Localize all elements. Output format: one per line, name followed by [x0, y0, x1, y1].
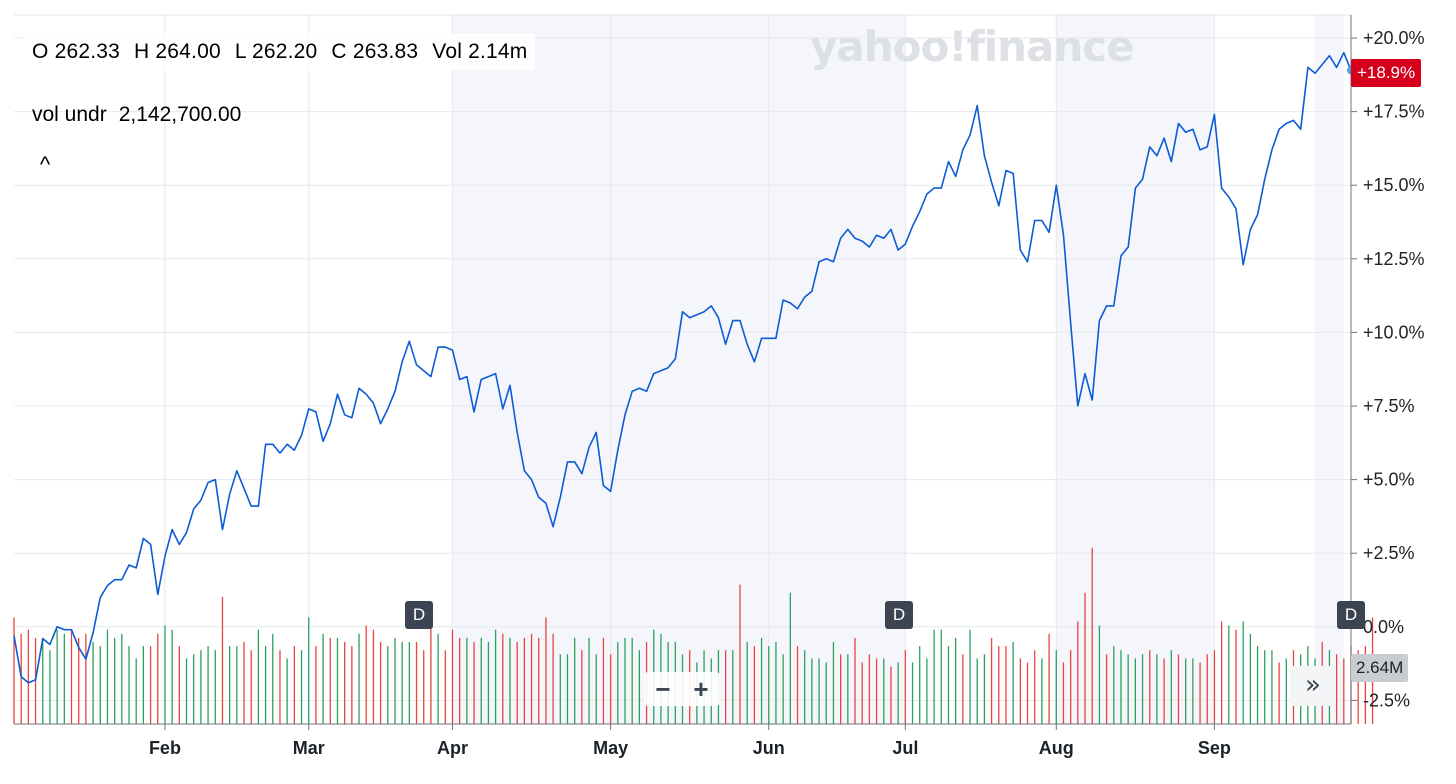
- x-tick-label: Jul: [892, 738, 918, 758]
- x-tick-label: Aug: [1039, 738, 1074, 758]
- y-tick-label: +7.5%: [1363, 396, 1415, 416]
- x-tick-label: Sep: [1198, 738, 1231, 758]
- high-value: H 264.00: [134, 40, 221, 63]
- shaded-regions: [452, 15, 1344, 724]
- dividend-marker[interactable]: D: [405, 601, 433, 629]
- y-tick-label: +20.0%: [1363, 28, 1425, 48]
- y-tick-label: +15.0%: [1363, 175, 1425, 195]
- zoom-in-button[interactable]: +: [693, 673, 709, 704]
- vol-undr-label: vol undr: [32, 103, 107, 126]
- close-value: C 263.83: [331, 40, 419, 63]
- x-tick-label: Feb: [149, 738, 181, 758]
- y-tick-label: +12.5%: [1363, 249, 1425, 269]
- x-tick-label: Jun: [753, 738, 785, 758]
- y-tick-label: 0.0%: [1363, 617, 1404, 637]
- zoom-out-button[interactable]: −: [655, 673, 671, 704]
- low-value: L 262.20: [234, 40, 318, 63]
- last-volume-badge: 2.64M: [1351, 654, 1409, 682]
- expand-chart-icon[interactable]: »: [1290, 666, 1336, 706]
- vol-undr-value: 2,142,700.00: [118, 103, 242, 126]
- y-tick-label: +17.5%: [1363, 102, 1425, 122]
- y-tick-label: +10.0%: [1363, 322, 1425, 342]
- yahoo-finance-watermark: yahoo!finance: [810, 22, 1135, 71]
- x-tick-label: Apr: [437, 738, 468, 758]
- open-value: O 262.33: [32, 40, 120, 63]
- vol-undr-readout: vol undr 2,142,700.00: [32, 103, 241, 127]
- zoom-controls: − +: [644, 672, 720, 706]
- x-tick-label: Mar: [293, 738, 325, 758]
- volume-value: Vol 2.14m: [432, 40, 528, 63]
- x-tick-label: May: [593, 738, 628, 758]
- shaded-region: [452, 15, 906, 724]
- y-tick-label: +5.0%: [1363, 470, 1415, 490]
- collapse-caret-icon[interactable]: ^: [39, 152, 51, 177]
- price-line: [13, 51, 1352, 684]
- y-tick-label: +2.5%: [1363, 543, 1415, 563]
- shaded-region: [1056, 15, 1215, 724]
- dividend-marker[interactable]: D: [1337, 601, 1365, 629]
- y-axis: +20.0% +17.5% +15.0% +12.5% +10.0% +7.5% +5.0%…: [1350, 15, 1425, 724]
- x-axis: Feb Mar Apr May Jun Jul Aug Sep: [14, 723, 1351, 758]
- y-tick-label: -2.5%: [1363, 690, 1410, 710]
- ohlc-readout: O 262.33 H 264.00 L 262.20 C 263.83 Vol …: [24, 34, 536, 70]
- dividend-marker[interactable]: D: [885, 601, 913, 629]
- last-change-badge: +18.9%: [1351, 59, 1422, 87]
